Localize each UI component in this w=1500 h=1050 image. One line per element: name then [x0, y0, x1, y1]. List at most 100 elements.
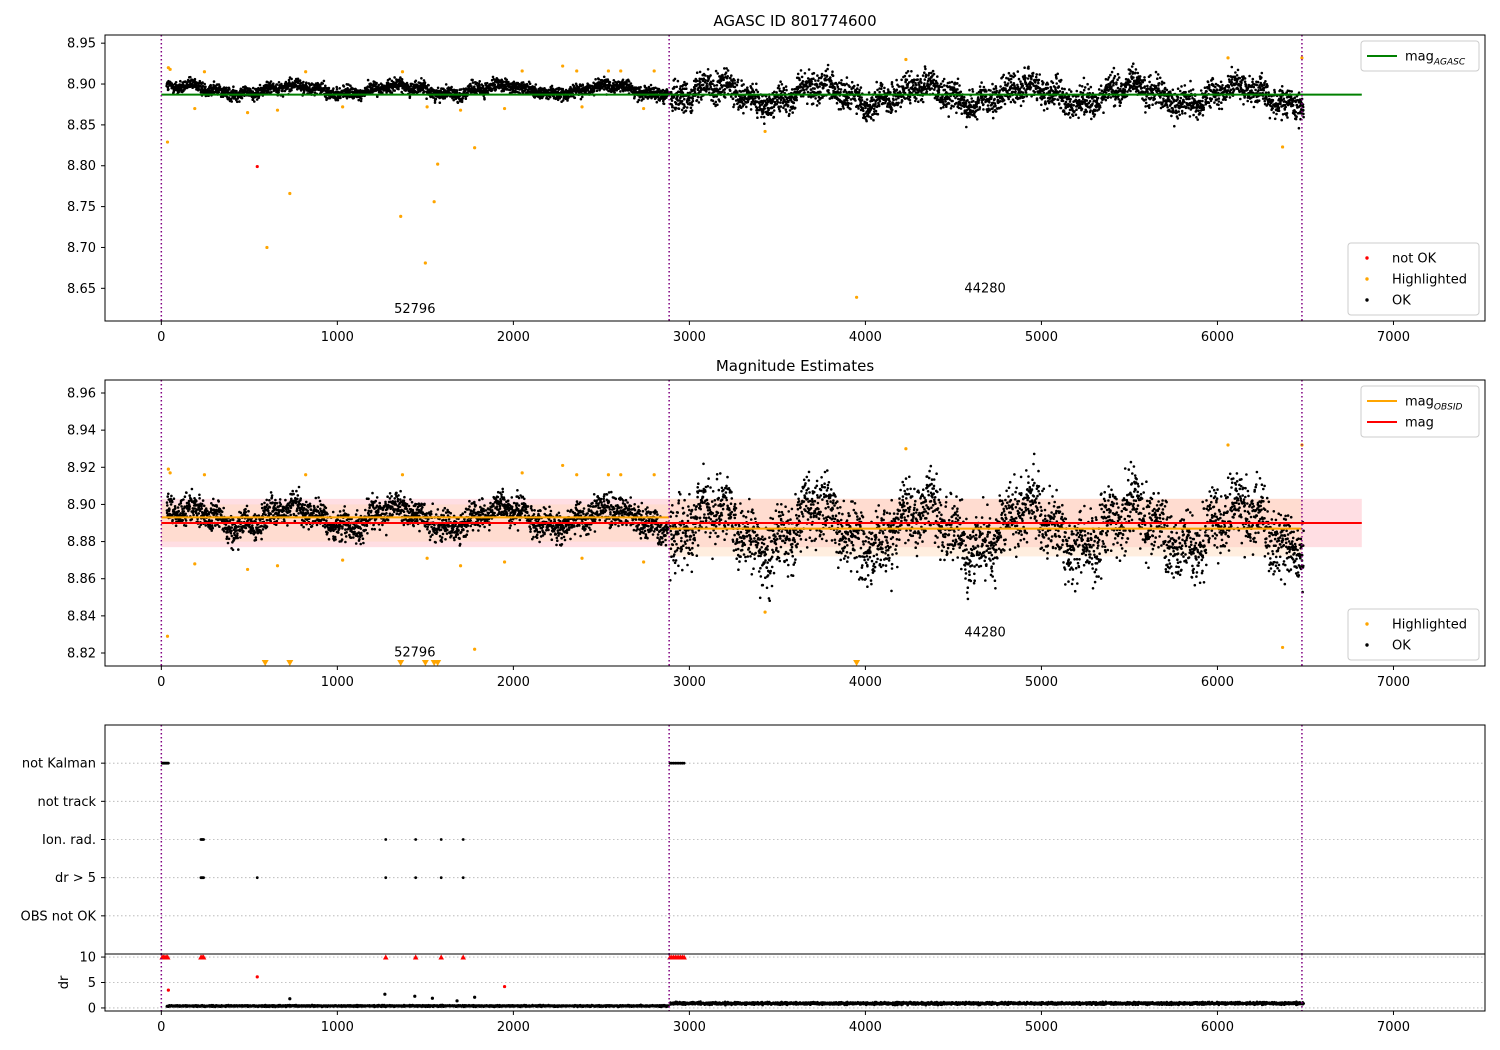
- point-marker: [436, 162, 440, 166]
- axes-frame: [104, 379, 1486, 667]
- x-tick-label: 1000: [321, 1020, 354, 1035]
- series-highlighted: [165, 443, 1304, 651]
- x-tick-label: 0: [157, 675, 165, 690]
- y-axis-label: dr: [57, 975, 72, 989]
- point-marker: [606, 473, 611, 477]
- point-marker: [652, 473, 656, 477]
- point-marker: [399, 214, 403, 219]
- legend-label: OK: [1392, 294, 1411, 309]
- point-marker: [520, 471, 524, 475]
- point-marker: [414, 876, 418, 880]
- point-marker: [763, 610, 767, 614]
- y-tick-label: OBS not OK: [21, 909, 97, 924]
- point-marker: [430, 996, 434, 1000]
- x-tick-label: 7000: [1377, 675, 1410, 690]
- point-marker: [438, 954, 444, 960]
- point-marker: [193, 562, 197, 566]
- y-tick-label: 10: [79, 951, 96, 966]
- point-marker: [1226, 56, 1230, 60]
- x-tick-label: 2000: [497, 675, 530, 690]
- point-marker: [575, 69, 579, 73]
- point-marker: [439, 838, 443, 841]
- point-marker: [473, 146, 477, 150]
- legend-box: [1360, 40, 1480, 72]
- point-marker: [165, 634, 170, 638]
- axes-frame: [104, 34, 1486, 322]
- point-marker: [423, 261, 427, 265]
- ok-points-obs-2: [669, 1000, 1306, 1007]
- y-tick-label: 8.95: [67, 37, 96, 52]
- legend-lower-right: not OK Highlighted OK: [1347, 242, 1480, 316]
- x-tick-label: 1000: [321, 330, 354, 345]
- legend-label: OK: [1392, 639, 1411, 654]
- point-marker: [682, 761, 686, 765]
- x-tick-label: 1000: [321, 675, 354, 690]
- point-marker: [461, 876, 465, 880]
- point-marker: [681, 954, 687, 960]
- point-marker: [166, 761, 170, 765]
- point-marker: [265, 245, 269, 250]
- y-tick-label: 8.84: [67, 609, 96, 624]
- panel-1: 8.65 8.70 8.75 8.80 8.85 8.90 8.95 0 1000 2000 300…: [67, 12, 1486, 345]
- point-marker: [853, 660, 861, 666]
- point-marker: [421, 660, 429, 666]
- point-marker: [397, 660, 405, 666]
- point-marker: [561, 463, 565, 468]
- ok-marks: [165, 75, 670, 106]
- point-marker: [341, 105, 345, 109]
- ok-points-obs-2: [668, 62, 1305, 130]
- point-marker: [458, 564, 463, 568]
- obsid-annotation: 52796: [394, 646, 435, 661]
- obsid-annotation: 44280: [964, 281, 1005, 296]
- legend-swatch: [1365, 277, 1369, 281]
- y-tick-label: 8.82: [67, 647, 96, 662]
- point-marker: [400, 473, 405, 477]
- series-ion-rad-: [199, 838, 465, 841]
- panel-2: 8.82 8.84 8.86 8.88 8.90 8.92 8.94 8.96 0 1000 200…: [67, 357, 1486, 690]
- point-marker: [400, 70, 405, 74]
- point-marker: [432, 200, 436, 204]
- x-tick-label: 6000: [1201, 1020, 1234, 1035]
- point-marker: [904, 447, 908, 451]
- point-marker: [855, 295, 859, 299]
- panel-4: 0 5 10 0 1000 2000 3000 4000 5000 6000 7000 dr: [57, 951, 1486, 1035]
- x-tick-label: 2000: [497, 1020, 530, 1035]
- x-tick-label: 0: [157, 1020, 165, 1035]
- chart-title: Magnitude Estimates: [716, 357, 874, 375]
- point-marker: [425, 556, 429, 560]
- legend-upper-right: magAGASC: [1360, 40, 1480, 72]
- ok-points-obs-1: [165, 75, 670, 106]
- point-marker: [1300, 56, 1304, 60]
- point-marker: [642, 106, 646, 111]
- point-marker: [575, 473, 579, 477]
- y-tick-label: 0: [88, 1001, 96, 1016]
- series-highlighted: [165, 56, 1304, 299]
- point-marker: [606, 69, 611, 73]
- point-marker: [642, 560, 646, 564]
- ok-marks: [668, 62, 1305, 130]
- legend-swatch: [1365, 622, 1369, 626]
- point-marker: [561, 64, 565, 68]
- point-marker: [461, 838, 465, 841]
- legend-label-subscript: AGASC: [1433, 58, 1466, 68]
- point-marker: [382, 954, 389, 960]
- y-tick-label: 8.86: [67, 572, 96, 587]
- point-marker: [245, 567, 250, 572]
- point-marker: [166, 988, 170, 992]
- x-tick-label: 2000: [497, 330, 530, 345]
- series-dr-5: [199, 876, 465, 880]
- point-marker: [412, 954, 419, 960]
- y-tick-label: 5: [88, 976, 96, 991]
- legend-label-subscript: OBSID: [1434, 403, 1463, 413]
- ok-points-obs-1: [165, 1003, 670, 1009]
- point-marker: [166, 467, 170, 471]
- point-marker: [304, 70, 308, 74]
- plot-area: [160, 380, 1362, 666]
- point-marker: [425, 105, 429, 109]
- point-marker: [473, 995, 477, 999]
- x-tick-label: 6000: [1201, 675, 1234, 690]
- x-tick-label: 4000: [849, 330, 882, 345]
- point-marker: [414, 838, 418, 841]
- point-marker: [164, 954, 171, 960]
